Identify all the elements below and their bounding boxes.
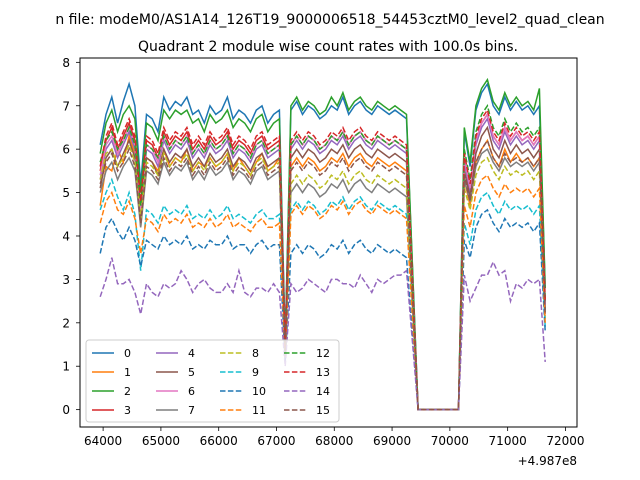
x-tick-label: 69000 <box>373 434 411 448</box>
legend-label-2: 2 <box>124 385 131 398</box>
legend-label-5: 5 <box>188 366 195 379</box>
y-tick-label: 4 <box>62 229 70 243</box>
series-line-11 <box>99 174 546 411</box>
x-tick-label: 71000 <box>489 434 527 448</box>
legend-label-7: 7 <box>188 404 195 417</box>
legend-label-4: 4 <box>188 347 195 360</box>
legend-label-6: 6 <box>188 385 195 398</box>
axes-frame <box>79 57 578 428</box>
y-tick-label: 0 <box>62 403 70 417</box>
legend-label-15: 15 <box>316 404 330 417</box>
legend-label-13: 13 <box>316 366 330 379</box>
legend-label-3: 3 <box>124 404 131 417</box>
x-tick-label: 66000 <box>200 434 238 448</box>
legend-label-9: 9 <box>252 366 259 379</box>
y-tick-label: 5 <box>62 186 70 200</box>
legend-label-0: 0 <box>124 347 131 360</box>
series-line-9 <box>99 177 546 411</box>
legend-label-8: 8 <box>252 347 259 360</box>
x-axis-offset-label: +4.987e8 <box>518 454 577 468</box>
series-line-2 <box>99 77 546 411</box>
series-line-14 <box>99 257 546 411</box>
plot-area <box>79 57 578 428</box>
x-tick-label: 70000 <box>431 434 469 448</box>
chart-title: Quadrant 2 module wise count rates with … <box>138 39 518 55</box>
y-tick-label: 3 <box>62 273 70 287</box>
series-line-12 <box>99 104 546 411</box>
y-tick-label: 8 <box>62 56 70 70</box>
legend-label-11: 11 <box>252 404 266 417</box>
x-axis: 64000 65000 66000 67000 68000 69000 70000 71000… <box>84 427 585 448</box>
y-tick-label: 7 <box>62 99 70 113</box>
series-group <box>99 77 546 411</box>
legend-frame <box>85 339 340 423</box>
series-line-10 <box>99 208 546 411</box>
series-line-8 <box>99 142 546 411</box>
legend-label-14: 14 <box>316 385 330 398</box>
y-tick-label: 2 <box>62 316 70 330</box>
y-axis: 0 1 2 3 4 5 6 7 8 <box>62 56 80 417</box>
legend-label-1: 1 <box>124 366 131 379</box>
series-line-5 <box>99 125 546 411</box>
series-line-13 <box>99 108 546 411</box>
y-tick-label: 6 <box>62 143 70 157</box>
series-line-15 <box>99 138 546 411</box>
x-tick-label: 65000 <box>142 434 180 448</box>
x-tick-label: 68000 <box>315 434 353 448</box>
x-tick-label: 72000 <box>546 434 584 448</box>
figure-suptitle: n file: modeM0/AS1A14_126T19_9000006518_… <box>55 12 604 28</box>
x-tick-label: 64000 <box>84 434 122 448</box>
legend-label-10: 10 <box>252 385 266 398</box>
x-tick-label: 67000 <box>257 434 295 448</box>
legend-label-12: 12 <box>316 347 330 360</box>
y-tick-label: 1 <box>62 360 70 374</box>
